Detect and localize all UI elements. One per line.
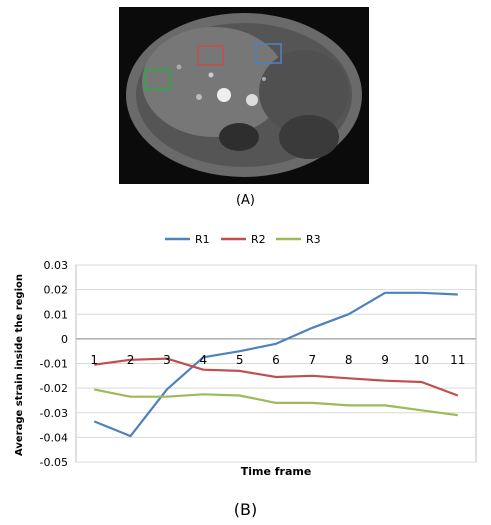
y-axis-label: Average strain inside the region [14,274,25,456]
x-tick-label: 11 [450,353,465,367]
x-tick-label: 9 [381,353,389,367]
x-tick-label: 1 [90,353,98,367]
y-tick-label: 0.01 [44,308,69,321]
x-tick-label: 6 [272,353,280,367]
x-tick-label: 3 [163,353,171,367]
roi-box-r3 [144,69,171,90]
y-tick-label: 0 [61,333,68,346]
y-tick-label: -0.04 [40,431,68,444]
series-line-r2 [94,357,459,397]
roi-box-r1 [255,43,282,64]
x-tick-label: 7 [309,353,317,367]
figure-a-label: (A) [235,193,256,208]
x-axis-ticks: 1 2 3 4 5 6 7 8 9 10 11 [90,353,465,367]
x-tick-label: 5 [236,353,244,367]
legend-label-r1: R1 [195,233,210,246]
x-tick-label: 2 [127,353,135,367]
figure-b-label: (B) [233,500,258,519]
y-tick-label: 0.03 [44,259,69,272]
y-axis-ticks: 0.03 0.02 0.01 0 -0.01 -0.02 -0.03 -0.04 -0.05 [40,259,68,469]
x-tick-label: 4 [199,353,207,367]
legend-label-r3: R3 [306,233,321,246]
y-tick-label: -0.03 [40,407,68,420]
x-tick-label: 8 [345,353,353,367]
x-tick-label: 10 [414,353,429,367]
y-tick-label: -0.05 [40,456,68,469]
y-tick-label: -0.01 [40,358,68,371]
chart-legend: R1 R2 R3 [165,233,321,246]
gridlines [76,264,476,463]
y-tick-label: 0.02 [44,284,69,297]
strain-line-chart: R1 R2 R3 0.03 0.02 0.01 0 -0.01 -0.02 -0.03 -0.04… [14,233,477,478]
legend-label-r2: R2 [251,233,266,246]
mri-image [119,7,369,184]
x-axis-label: Time frame [241,465,312,478]
y-tick-label: -0.02 [40,382,68,395]
series-line-r3 [93,388,458,417]
roi-box-r2 [197,45,224,66]
series-lines [93,291,459,438]
series-line-r1 [93,291,458,438]
